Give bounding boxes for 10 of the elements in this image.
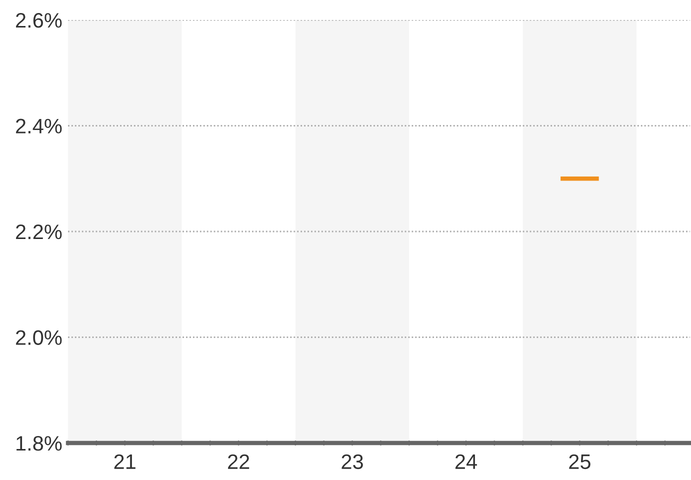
x-tick-label: 25 [569, 454, 590, 470]
x-tick-label: 23 [342, 454, 363, 470]
y-tick-label: 2.2% [16, 224, 62, 240]
y-tick-label: 2.0% [16, 330, 62, 346]
y-tick-label: 1.8% [16, 436, 62, 451]
y-tick-label: 2.4% [16, 118, 62, 134]
x-tick-label: 22 [228, 454, 250, 469]
x-tick-label: 24 [455, 454, 477, 469]
y-tick-label: 2.6% [16, 13, 62, 28]
x-tick-label: 21 [114, 454, 136, 469]
